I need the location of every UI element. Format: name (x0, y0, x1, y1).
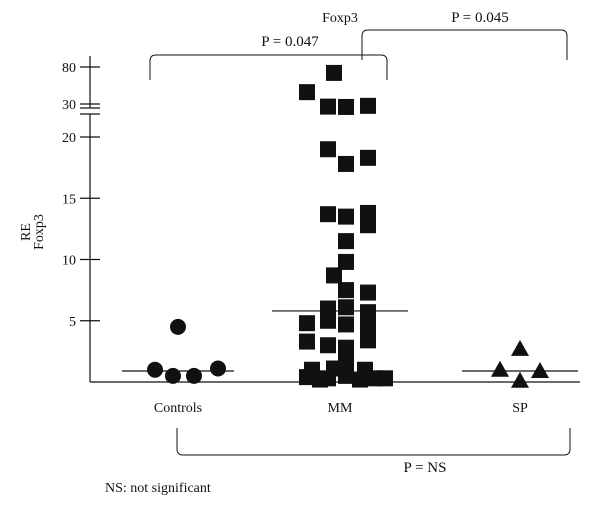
y-tick: 15 (62, 192, 100, 207)
comparison-bracket: P = NS (176, 428, 571, 476)
y-tick-label: 10 (62, 254, 76, 269)
data-point-mm (360, 97, 376, 114)
footnote: NS: not significant (105, 481, 211, 496)
data-points (147, 64, 549, 388)
data-point-mm (360, 304, 376, 321)
y-tick-label: 5 (69, 315, 76, 330)
y-axis-label: RE Foxp3 (19, 214, 47, 250)
data-point-mm (326, 267, 342, 284)
data-point-mm (338, 253, 354, 270)
data-point-mm (338, 208, 354, 225)
data-point-mm (326, 64, 342, 81)
data-point-mm (312, 371, 328, 388)
data-point-controls (147, 361, 163, 378)
data-point-mm (338, 282, 354, 299)
data-point-sp (491, 360, 509, 377)
data-point-mm (299, 369, 315, 386)
data-point-mm (320, 337, 336, 354)
data-point-mm (338, 299, 354, 316)
data-point-mm (338, 316, 354, 333)
y-tick: 20 (62, 131, 100, 146)
category-label-sp: SP (512, 401, 528, 416)
data-point-controls (170, 318, 186, 335)
y-tick-label: 15 (62, 192, 76, 207)
data-point-mm (338, 233, 354, 250)
y-axis-label-sub: Foxp3 (32, 214, 47, 250)
data-point-sp (511, 339, 529, 356)
y-axis-label-main: RE (19, 223, 34, 241)
y-tick: 30 (62, 98, 100, 113)
data-point-mm (352, 371, 368, 388)
y-tick: 10 (62, 254, 100, 269)
category-label-mm: MM (328, 401, 353, 416)
category-label-controls: Controls (154, 401, 202, 416)
data-point-controls (165, 367, 181, 384)
data-point-mm (338, 155, 354, 172)
data-point-mm (360, 284, 376, 301)
data-point-mm (299, 333, 315, 350)
comparison-brackets: P = 0.047 P = 0.045 P = NS (149, 10, 571, 476)
data-point-mm (338, 367, 354, 384)
p-value-label: P = 0.047 (261, 34, 319, 50)
data-point-mm (320, 98, 336, 115)
data-point-mm (299, 315, 315, 332)
y-ticks: 5 10 15 20 30 80 (62, 61, 100, 330)
y-tick-label: 20 (62, 131, 76, 146)
data-point-mm (367, 370, 383, 387)
y-tick: 5 (69, 315, 100, 330)
chart-title: Foxp3 (322, 11, 358, 26)
data-point-controls (210, 360, 226, 377)
data-point-sp (511, 371, 529, 388)
data-point-mm (299, 84, 315, 101)
p-value-label: P = 0.045 (451, 10, 509, 26)
data-point-mm (320, 300, 336, 317)
data-point-mm (338, 98, 354, 115)
comparison-bracket: P = 0.047 (149, 34, 388, 80)
data-point-sp (531, 361, 549, 378)
y-tick-label: 30 (62, 98, 76, 113)
data-point-mm (360, 204, 376, 221)
data-point-mm (320, 206, 336, 223)
comparison-bracket: P = 0.045 (361, 10, 568, 60)
data-point-mm (320, 141, 336, 158)
data-point-mm (360, 217, 376, 234)
data-point-controls (186, 367, 202, 384)
data-point-mm (360, 317, 376, 334)
data-point-mm (360, 332, 376, 349)
y-tick: 80 (62, 61, 100, 76)
data-point-mm (338, 339, 354, 356)
p-value-label: P = NS (404, 460, 447, 476)
data-point-mm (320, 312, 336, 329)
y-tick-label: 80 (62, 61, 76, 76)
data-point-mm (360, 149, 376, 166)
